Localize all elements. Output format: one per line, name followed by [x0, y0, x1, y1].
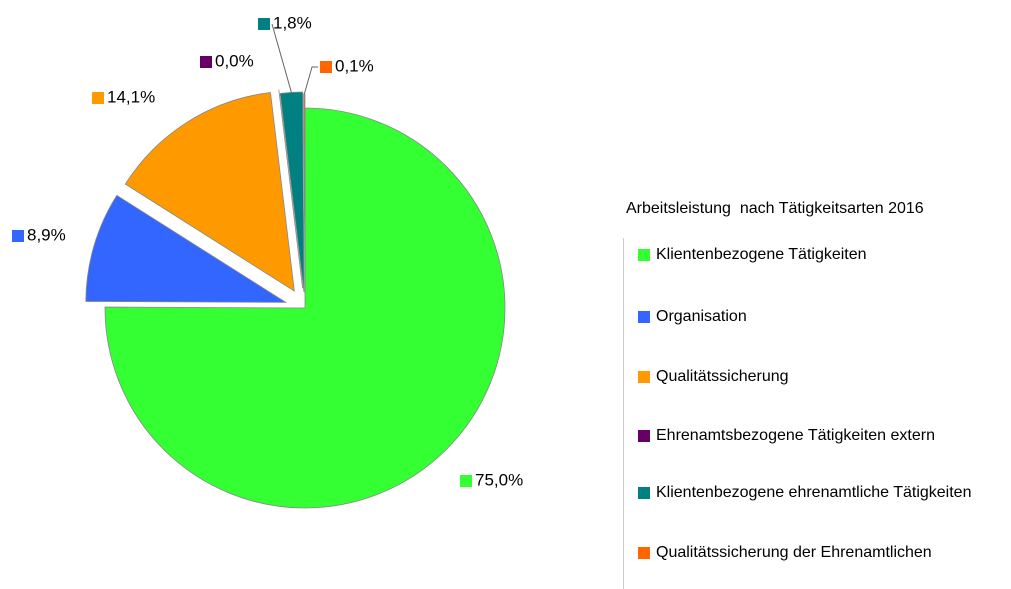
legend-label: Ehrenamtsbezogene Tätigkeiten extern	[656, 427, 935, 444]
legend-label: Qualitätssicherung der Ehrenamtlichen	[656, 544, 932, 561]
legend: Klientenbezogene Tätigkeiten Organisation…	[623, 238, 1011, 589]
legend-item: Klientenbezogene Tätigkeiten	[638, 244, 1011, 266]
legend-label: Qualitätssicherung	[656, 368, 789, 385]
legend-item: Qualitätssicherung der Ehrenamtlichen	[638, 542, 1011, 564]
label-swatch	[200, 56, 212, 68]
legend-label: Klientenbezogene ehrenamtliche Tätigkeit…	[656, 484, 972, 501]
pie-slice	[303, 93, 306, 295]
pie-slice	[104, 107, 506, 509]
label-swatch	[92, 92, 104, 104]
label-swatch	[320, 61, 332, 73]
label-swatch	[12, 230, 24, 242]
legend-title: Arbeitsleistung nach Tätigkeitsarten 201…	[626, 200, 924, 217]
leader-line	[303, 66, 318, 95]
legend-item: Organisation	[638, 306, 1011, 328]
legend-label: Klientenbezogene Tätigkeiten	[656, 246, 867, 263]
label-swatch	[258, 18, 270, 30]
data-label: 14,1%	[107, 87, 155, 106]
legend-item: Klientenbezogene ehrenamtliche Tätigkeit…	[638, 482, 1011, 504]
legend-swatch	[638, 547, 650, 559]
legend-item: Ehrenamtsbezogene Tätigkeiten extern	[638, 425, 1011, 447]
legend-swatch	[638, 311, 650, 323]
leader-line	[271, 23, 292, 93]
data-label: 75,0%	[475, 470, 523, 489]
data-label: 8,9%	[27, 225, 66, 244]
legend-swatch	[638, 430, 650, 442]
legend-swatch	[638, 371, 650, 383]
data-label: 0,0%	[215, 51, 254, 70]
pie-slice	[124, 92, 295, 292]
legend-item: Qualitätssicherung	[638, 366, 1011, 388]
data-label: 1,8%	[273, 13, 312, 32]
legend-swatch	[638, 487, 650, 499]
label-swatch	[460, 475, 472, 487]
legend-label: Organisation	[656, 308, 747, 325]
pie-slice	[85, 194, 288, 303]
legend-swatch	[638, 249, 650, 261]
pie-slice	[278, 89, 304, 289]
data-label: 0,1%	[335, 56, 374, 75]
